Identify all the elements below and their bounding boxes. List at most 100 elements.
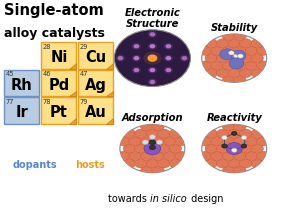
Circle shape <box>257 137 269 146</box>
Circle shape <box>123 129 136 138</box>
Text: 79: 79 <box>80 99 88 105</box>
Circle shape <box>169 129 182 138</box>
Circle shape <box>199 137 212 146</box>
Circle shape <box>156 140 162 145</box>
Text: alloy catalysts: alloy catalysts <box>4 27 105 40</box>
Circle shape <box>239 144 252 153</box>
Circle shape <box>199 61 212 70</box>
Circle shape <box>146 159 158 168</box>
Circle shape <box>239 129 252 138</box>
Circle shape <box>120 124 185 173</box>
Circle shape <box>228 68 241 78</box>
Circle shape <box>148 67 157 73</box>
Circle shape <box>239 159 252 168</box>
Circle shape <box>141 137 153 146</box>
Circle shape <box>222 137 235 146</box>
Circle shape <box>222 76 235 85</box>
Circle shape <box>158 144 170 153</box>
Circle shape <box>166 56 171 60</box>
Circle shape <box>182 56 187 60</box>
Circle shape <box>222 46 235 55</box>
Text: 28: 28 <box>43 44 51 50</box>
Circle shape <box>228 144 241 153</box>
Circle shape <box>148 79 157 85</box>
Circle shape <box>229 51 234 55</box>
Circle shape <box>257 151 269 161</box>
Circle shape <box>239 39 252 48</box>
FancyBboxPatch shape <box>78 70 113 96</box>
Circle shape <box>123 159 136 168</box>
Circle shape <box>164 55 173 62</box>
Text: Electronic
Structure: Electronic Structure <box>125 8 180 29</box>
Circle shape <box>205 53 217 63</box>
Circle shape <box>117 151 130 161</box>
Text: 29: 29 <box>80 44 88 50</box>
Circle shape <box>217 129 229 138</box>
Circle shape <box>148 31 157 38</box>
Circle shape <box>150 80 155 84</box>
Circle shape <box>164 43 173 50</box>
Circle shape <box>152 122 164 131</box>
Circle shape <box>147 55 157 62</box>
Circle shape <box>245 61 258 70</box>
Text: in silico: in silico <box>150 194 186 204</box>
FancyBboxPatch shape <box>4 98 40 124</box>
Circle shape <box>251 129 263 138</box>
Circle shape <box>222 61 235 70</box>
FancyBboxPatch shape <box>78 42 113 69</box>
Text: Single-atom: Single-atom <box>4 3 104 19</box>
Circle shape <box>146 129 158 138</box>
Circle shape <box>205 159 217 168</box>
Circle shape <box>238 54 243 58</box>
Circle shape <box>251 53 263 63</box>
Circle shape <box>158 129 170 138</box>
Circle shape <box>241 135 247 140</box>
Circle shape <box>114 30 190 86</box>
Circle shape <box>117 137 130 146</box>
Circle shape <box>211 61 223 70</box>
Text: design: design <box>188 194 223 204</box>
Circle shape <box>141 166 153 175</box>
Circle shape <box>222 166 235 175</box>
Circle shape <box>205 39 217 48</box>
Circle shape <box>169 144 182 153</box>
Circle shape <box>123 144 136 153</box>
Circle shape <box>229 58 244 69</box>
Circle shape <box>180 55 189 62</box>
Circle shape <box>199 151 212 161</box>
Polygon shape <box>70 63 76 69</box>
Circle shape <box>217 53 229 63</box>
Text: Stability: Stability <box>211 23 258 33</box>
Circle shape <box>117 56 123 60</box>
Text: Reactivity: Reactivity <box>206 113 262 123</box>
Polygon shape <box>106 118 113 124</box>
Text: dopants: dopants <box>13 160 57 170</box>
Circle shape <box>231 50 246 61</box>
Text: 46: 46 <box>43 71 51 77</box>
Circle shape <box>234 31 246 40</box>
Circle shape <box>129 151 141 161</box>
Circle shape <box>150 32 155 36</box>
Circle shape <box>149 135 156 139</box>
Circle shape <box>116 55 125 62</box>
Circle shape <box>228 159 241 168</box>
Circle shape <box>205 129 217 138</box>
FancyBboxPatch shape <box>4 70 40 96</box>
Circle shape <box>135 144 147 153</box>
Circle shape <box>251 68 263 78</box>
Circle shape <box>205 68 217 78</box>
Circle shape <box>129 137 141 146</box>
FancyBboxPatch shape <box>41 42 76 69</box>
Polygon shape <box>106 63 113 69</box>
Circle shape <box>175 137 187 146</box>
Circle shape <box>257 46 269 55</box>
Circle shape <box>222 31 235 40</box>
Circle shape <box>239 53 252 63</box>
Circle shape <box>141 122 153 131</box>
Circle shape <box>251 144 263 153</box>
Text: Au: Au <box>85 105 107 120</box>
Circle shape <box>234 46 246 55</box>
Circle shape <box>141 151 153 161</box>
Text: Rh: Rh <box>11 78 33 93</box>
Circle shape <box>144 142 161 155</box>
